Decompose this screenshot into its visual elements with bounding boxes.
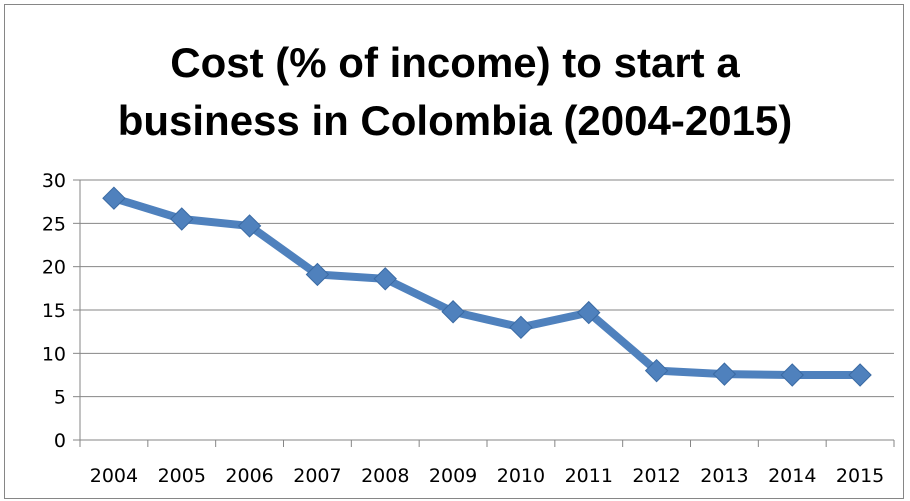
x-tick-labels: 2004 2005 2006 2007 2008 2009 2010 2011 2012 2013… — [90, 465, 885, 487]
chart-title-line-1: Cost (% of income) to start a — [170, 39, 740, 86]
y-tick-labels: 0 5 10 15 20 25 30 — [42, 170, 66, 452]
x-tick-label: 2006 — [225, 465, 273, 487]
y-tick-label: 0 — [54, 430, 66, 452]
x-tick-label: 2015 — [836, 465, 884, 487]
data-point — [577, 300, 601, 325]
x-tick-label: 2010 — [497, 465, 545, 487]
y-tick-label: 30 — [42, 170, 66, 192]
x-tick-label: 2005 — [158, 465, 206, 487]
x-tick-label: 2007 — [293, 465, 341, 487]
data-point — [644, 358, 669, 383]
data-point — [441, 300, 465, 324]
y-tick-label: 20 — [42, 257, 66, 279]
gridlines — [80, 179, 894, 398]
chart-area — [4, 4, 904, 499]
x-tick-label: 2014 — [768, 465, 816, 487]
data-point — [780, 363, 804, 387]
series-line — [109, 194, 865, 379]
data-point — [712, 362, 737, 386]
y-tick-label: 5 — [54, 387, 66, 409]
data-point — [102, 186, 126, 210]
data-point — [509, 315, 533, 340]
axes — [73, 179, 895, 447]
data-point — [170, 207, 194, 231]
y-tick-label: 15 — [42, 300, 66, 322]
series-layer — [102, 186, 872, 387]
y-tick-label: 10 — [42, 343, 66, 365]
x-tick-label: 2012 — [632, 465, 680, 487]
x-tick-label: 2008 — [361, 465, 409, 487]
y-tick-label: 25 — [42, 213, 66, 235]
chart-title-line-2: business in Colombia (2004-2015) — [117, 97, 793, 144]
chart-title: Cost (% of income) to start a business i… — [0, 34, 910, 150]
x-tick-label: 2013 — [700, 465, 748, 487]
data-point — [373, 267, 397, 291]
x-tick-label: 2004 — [90, 465, 138, 487]
x-tick-label: 2009 — [429, 465, 477, 487]
data-point — [305, 262, 330, 287]
data-point — [848, 363, 872, 387]
data-point — [237, 214, 262, 238]
x-tick-label: 2011 — [565, 465, 613, 487]
